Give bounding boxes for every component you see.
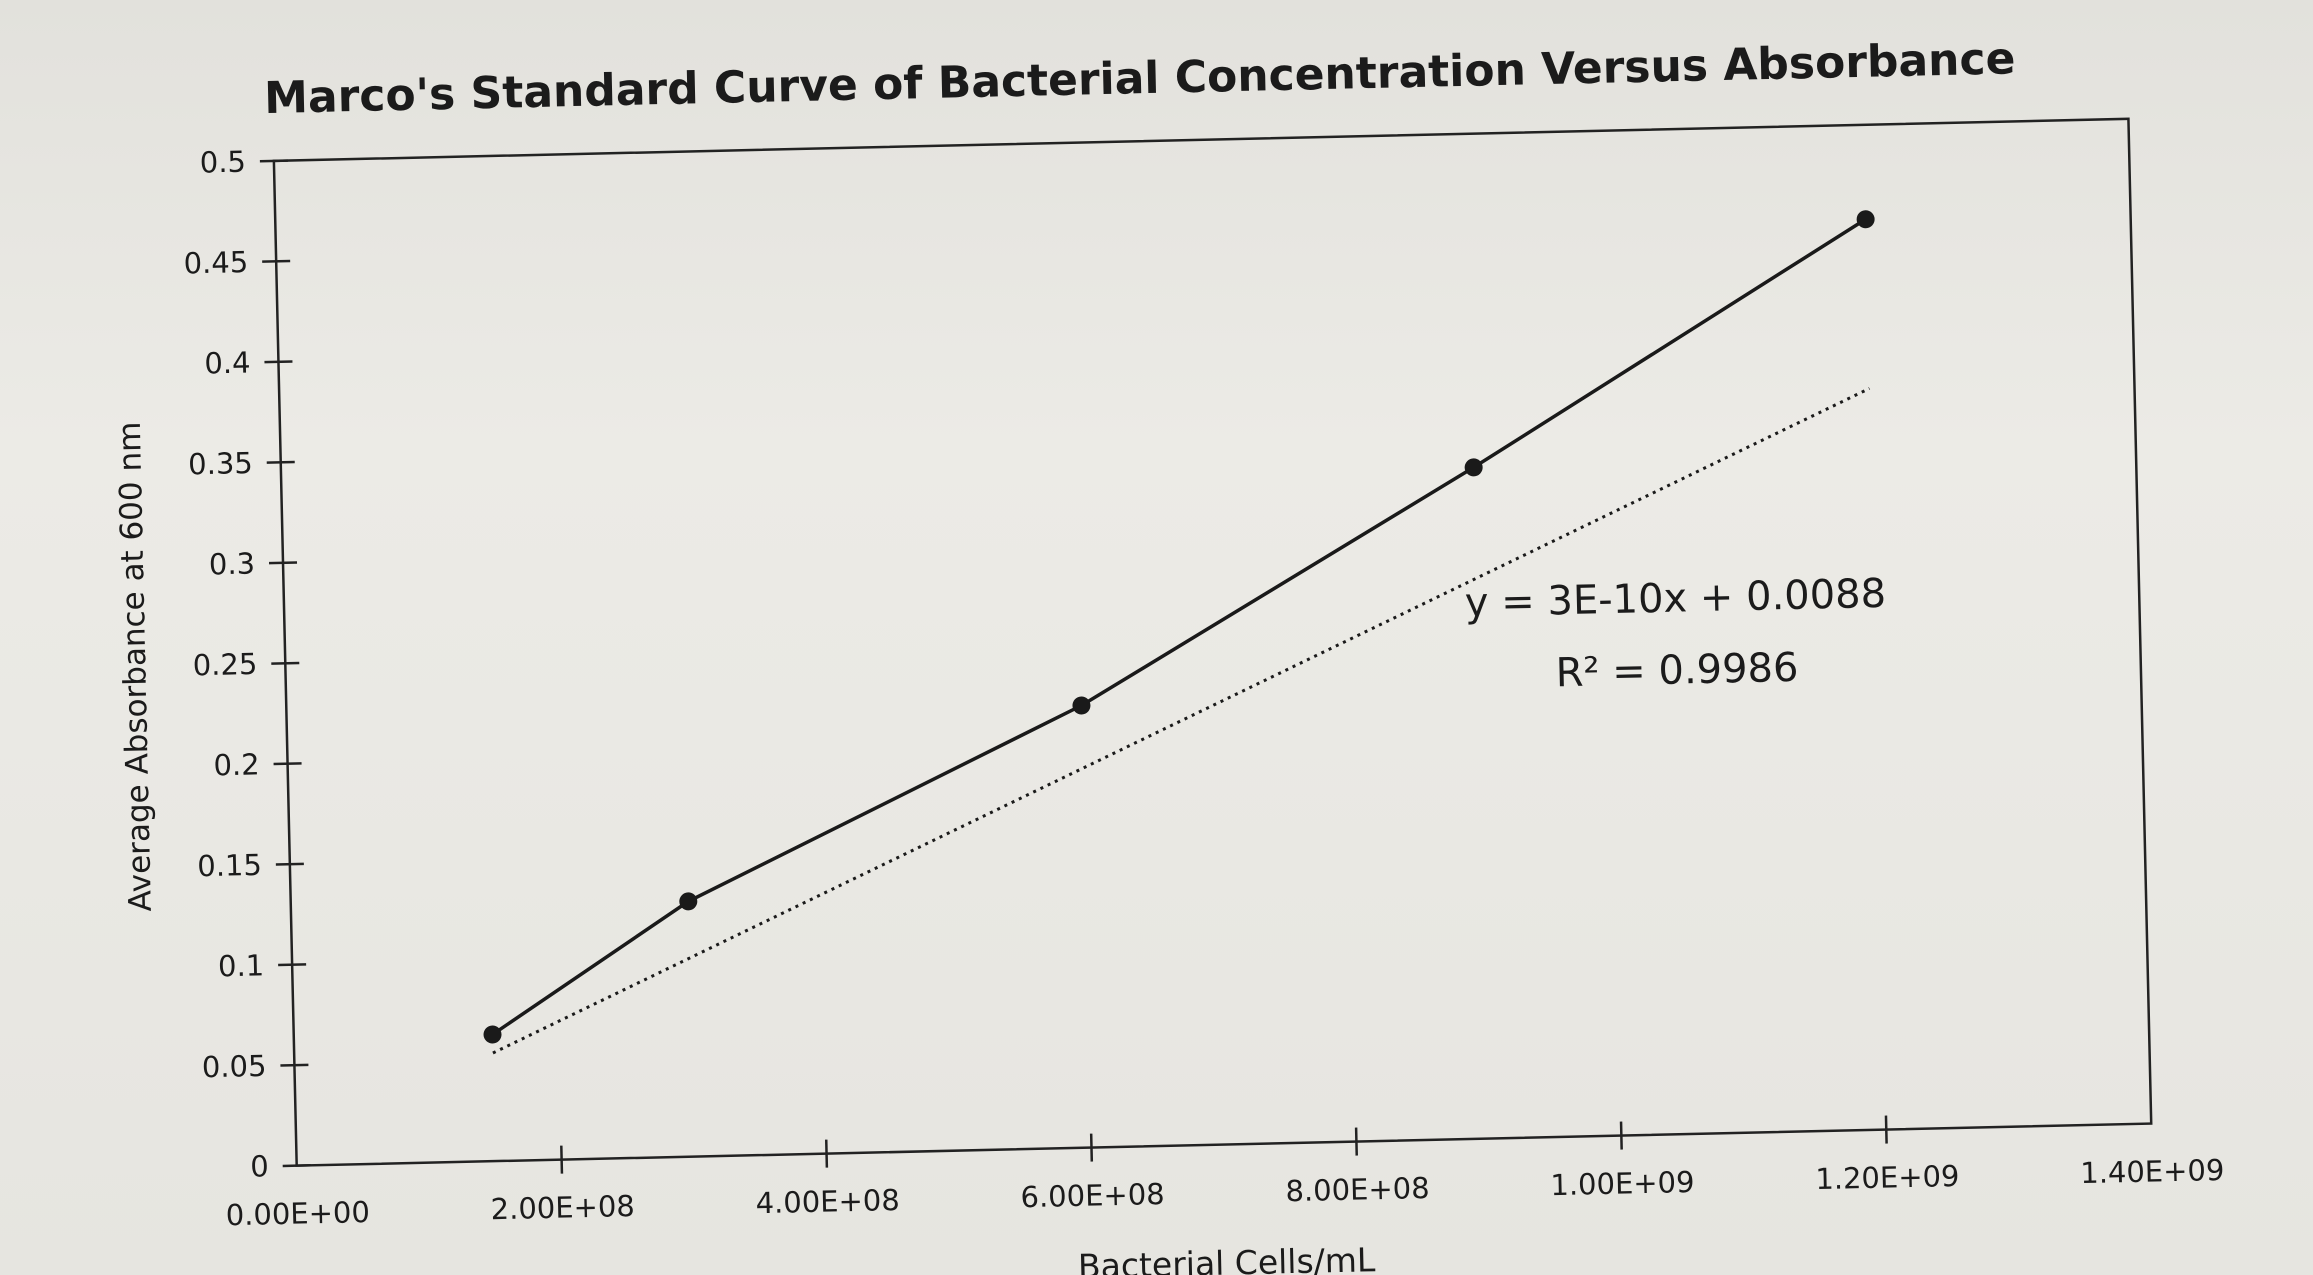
x-tick-mark [1884, 1115, 1888, 1144]
x-tick-mark [824, 1139, 829, 1168]
y-tick-mark [259, 159, 288, 163]
y-tick-mark [282, 1164, 311, 1168]
y-tick-label: 0.3 [209, 546, 256, 581]
x-tick-label: 6.00E+08 [1020, 1177, 1165, 1214]
y-tick-label: 0.05 [201, 1049, 266, 1084]
trendline-annotation: R² = 0.9986 [1555, 645, 1799, 696]
x-tick-label: 2.00E+08 [490, 1189, 635, 1226]
y-tick-mark [262, 259, 291, 263]
y-tick-mark [268, 561, 298, 565]
x-tick-mark [1354, 1127, 1358, 1156]
y-tick-mark [273, 762, 302, 766]
y-tick-mark [280, 1063, 309, 1067]
x-tick-label: 8.00E+08 [1285, 1171, 1430, 1208]
x-tick-label: 1.20E+09 [1815, 1159, 1960, 1196]
y-tick-mark [271, 661, 300, 665]
x-tick-mark [1089, 1133, 1094, 1162]
y-tick-label: 0.25 [192, 647, 257, 682]
y-tick-mark [264, 360, 293, 364]
chart-title: Marco's Standard Curve of Bacterial Conc… [264, 33, 2016, 124]
y-tick-mark [278, 963, 307, 967]
y-tick-label: 0.5 [199, 145, 246, 180]
data-point [1464, 458, 1483, 477]
y-tick-label: 0 [250, 1149, 269, 1183]
series-line [491, 217, 1867, 1036]
y-tick-mark [275, 862, 304, 866]
data-point [1072, 696, 1091, 715]
x-tick-label: 4.00E+08 [755, 1183, 900, 1220]
y-tick-label: 0.45 [183, 245, 248, 280]
chart-group: 0 0.05 0.1 0.15 0.2 0.25 0.3 0.35 0.4 0.45 0.5 0.00… [112, 33, 2225, 1275]
y-tick-mark [266, 460, 295, 464]
data-point [1856, 210, 1875, 229]
data-point [679, 892, 698, 911]
trendline [492, 387, 1871, 1055]
x-axis-title: Bacterial Cells/mL [1078, 1240, 1377, 1275]
x-tick-mark [560, 1145, 564, 1174]
data-point [483, 1025, 502, 1044]
y-tick-label: 0.4 [204, 345, 251, 380]
x-tick-label: 1.40E+09 [2080, 1153, 2225, 1190]
y-tick-label: 0.15 [197, 848, 262, 883]
x-tick-label: 0.00E+00 [225, 1195, 370, 1232]
y-tick-label: 0.2 [213, 747, 260, 782]
plot-area-border [272, 117, 2153, 1167]
y-axis-title: Average Absorbance at 600 nm [112, 421, 159, 912]
y-tick-label: 0.35 [188, 446, 253, 481]
x-tick-mark [1619, 1121, 1623, 1150]
x-tick-label: 1.00E+09 [1550, 1165, 1695, 1202]
y-tick-label: 0.1 [218, 948, 265, 983]
trendline-annotation: y = 3E-10x + 0.0088 [1464, 571, 1886, 627]
